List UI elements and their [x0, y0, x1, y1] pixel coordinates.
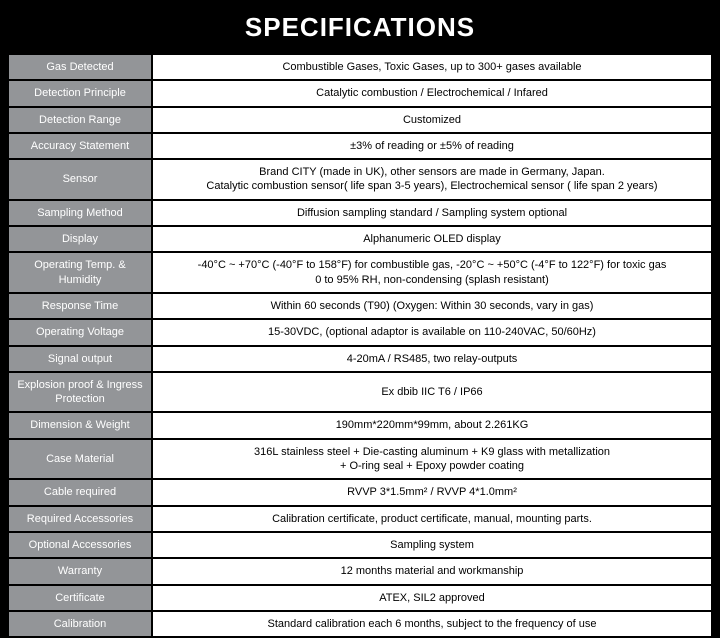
table-row: Detection PrincipleCatalytic combustion …	[9, 81, 711, 105]
spec-value: 190mm*220mm*99mm, about 2.261KG	[153, 413, 711, 437]
specifications-table: Gas DetectedCombustible Gases, Toxic Gas…	[7, 53, 713, 638]
table-row: Case Material316L stainless steel + Die-…	[9, 440, 711, 479]
spec-value: Combustible Gases, Toxic Gases, up to 30…	[153, 55, 711, 79]
table-row: Accuracy Statement±3% of reading or ±5% …	[9, 134, 711, 158]
spec-value: Calibration certificate, product certifi…	[153, 507, 711, 531]
spec-label: Response Time	[9, 294, 151, 318]
page-title: SPECIFICATIONS	[0, 0, 720, 53]
spec-value: Alphanumeric OLED display	[153, 227, 711, 251]
spec-label: Signal output	[9, 347, 151, 371]
spec-value: ATEX, SIL2 approved	[153, 586, 711, 610]
table-row: Dimension & Weight190mm*220mm*99mm, abou…	[9, 413, 711, 437]
spec-label: Required Accessories	[9, 507, 151, 531]
spec-value: 15-30VDC, (optional adaptor is available…	[153, 320, 711, 344]
spec-value: Diffusion sampling standard / Sampling s…	[153, 201, 711, 225]
table-row: Detection RangeCustomized	[9, 108, 711, 132]
table-row: CertificateATEX, SIL2 approved	[9, 586, 711, 610]
spec-label: Cable required	[9, 480, 151, 504]
table-row: Required AccessoriesCalibration certific…	[9, 507, 711, 531]
table-row: Signal output4-20mA / RS485, two relay-o…	[9, 347, 711, 371]
spec-label: Detection Principle	[9, 81, 151, 105]
spec-label: Explosion proof & Ingress Protection	[9, 373, 151, 412]
table-row: CalibrationStandard calibration each 6 m…	[9, 612, 711, 636]
table-row: Cable requiredRVVP 3*1.5mm² / RVVP 4*1.0…	[9, 480, 711, 504]
table-row: SensorBrand CITY (made in UK), other sen…	[9, 160, 711, 199]
table-row: Gas DetectedCombustible Gases, Toxic Gas…	[9, 55, 711, 79]
spec-label: Certificate	[9, 586, 151, 610]
spec-value: Customized	[153, 108, 711, 132]
spec-label: Accuracy Statement	[9, 134, 151, 158]
spec-value: Sampling system	[153, 533, 711, 557]
spec-label: Case Material	[9, 440, 151, 479]
table-row: Explosion proof & Ingress ProtectionEx d…	[9, 373, 711, 412]
spec-value: 316L stainless steel + Die-casting alumi…	[153, 440, 711, 479]
spec-label: Display	[9, 227, 151, 251]
spec-label: Optional Accessories	[9, 533, 151, 557]
spec-value: Standard calibration each 6 months, subj…	[153, 612, 711, 636]
spec-label: Detection Range	[9, 108, 151, 132]
spec-value: 4-20mA / RS485, two relay-outputs	[153, 347, 711, 371]
spec-value: -40°C ~ +70°C (-40°F to 158°F) for combu…	[153, 253, 711, 292]
table-row: Response TimeWithin 60 seconds (T90) (Ox…	[9, 294, 711, 318]
spec-label: Warranty	[9, 559, 151, 583]
spec-label: Dimension & Weight	[9, 413, 151, 437]
table-row: Operating Voltage15-30VDC, (optional ada…	[9, 320, 711, 344]
spec-label: Operating Voltage	[9, 320, 151, 344]
spec-value: Catalytic combustion / Electrochemical /…	[153, 81, 711, 105]
spec-label: Operating Temp. & Humidity	[9, 253, 151, 292]
spec-value: ±3% of reading or ±5% of reading	[153, 134, 711, 158]
table-row: Sampling MethodDiffusion sampling standa…	[9, 201, 711, 225]
table-row: Warranty12 months material and workmansh…	[9, 559, 711, 583]
table-row: Operating Temp. & Humidity-40°C ~ +70°C …	[9, 253, 711, 292]
spec-value: Ex dbib IIC T6 / IP66	[153, 373, 711, 412]
spec-label: Sensor	[9, 160, 151, 199]
spec-value: Within 60 seconds (T90) (Oxygen: Within …	[153, 294, 711, 318]
spec-value: Brand CITY (made in UK), other sensors a…	[153, 160, 711, 199]
spec-label: Calibration	[9, 612, 151, 636]
table-row: DisplayAlphanumeric OLED display	[9, 227, 711, 251]
spec-value: RVVP 3*1.5mm² / RVVP 4*1.0mm²	[153, 480, 711, 504]
spec-label: Sampling Method	[9, 201, 151, 225]
specifications-tbody: Gas DetectedCombustible Gases, Toxic Gas…	[9, 55, 711, 636]
spec-value: 12 months material and workmanship	[153, 559, 711, 583]
table-row: Optional AccessoriesSampling system	[9, 533, 711, 557]
spec-label: Gas Detected	[9, 55, 151, 79]
